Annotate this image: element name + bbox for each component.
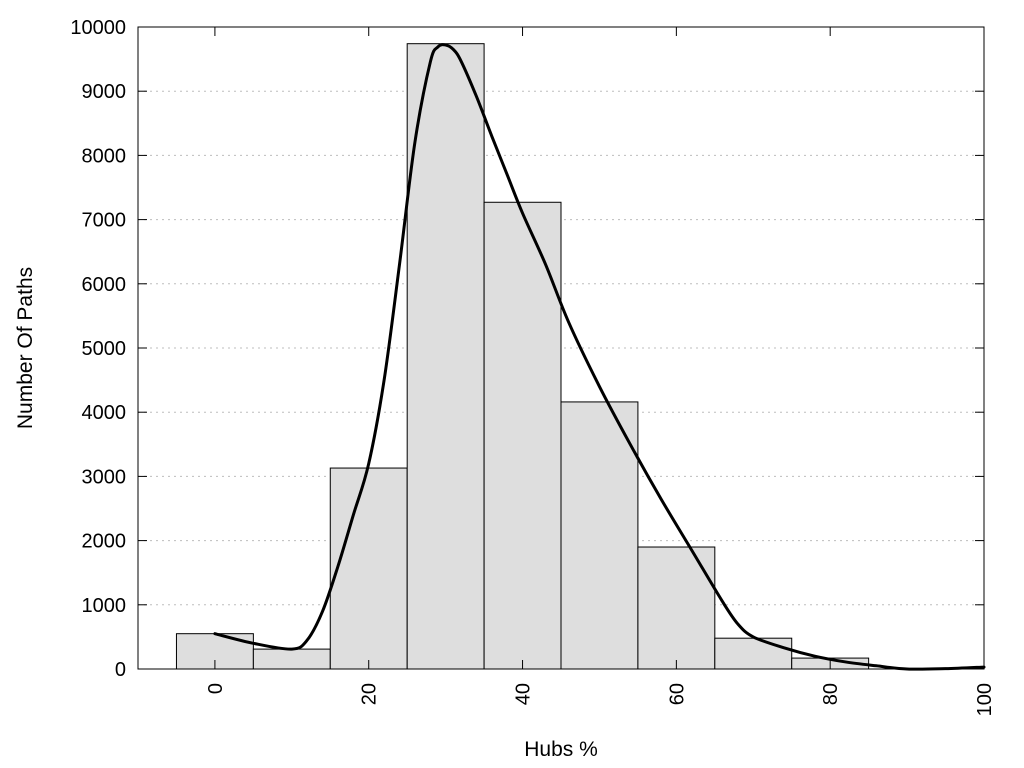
y-tick-label: 0 [115, 659, 126, 681]
x-axis-label: Hubs % [524, 738, 598, 761]
x-tick-label: 20 [359, 683, 381, 705]
histogram-bar [329, 467, 408, 670]
y-tick-label: 5000 [82, 338, 127, 360]
y-tick-label: 10000 [70, 17, 126, 39]
y-tick-label: 8000 [82, 145, 127, 167]
x-tick-label: 100 [974, 683, 996, 716]
x-tick-label: 0 [205, 683, 227, 694]
histogram-bar [714, 637, 793, 670]
histogram-bar [406, 43, 485, 670]
x-axis-ticks: 0 20 40 60 80 100 [205, 27, 996, 716]
histogram-bar [483, 201, 562, 670]
y-axis-ticks: 0 1000 2000 3000 4000 5000 6000 7000 8000 9000 100… [70, 17, 984, 681]
x-tick-label: 60 [666, 683, 688, 705]
y-tick-label: 2000 [82, 531, 127, 553]
y-tick-label: 9000 [82, 81, 127, 103]
y-tick-label: 3000 [82, 466, 127, 488]
histogram-bars [175, 43, 870, 670]
histogram-bar [637, 546, 716, 670]
x-tick-label: 80 [820, 683, 842, 705]
y-axis-label: Number Of Paths [14, 267, 37, 429]
y-tick-label: 6000 [82, 274, 127, 296]
histogram-bar [560, 401, 639, 670]
y-tick-label: 7000 [82, 210, 127, 232]
histogram-bar [252, 648, 331, 670]
y-tick-label: 4000 [82, 402, 127, 424]
density-curve [213, 43, 986, 671]
x-tick-label: 40 [513, 683, 535, 705]
y-tick-label: 1000 [82, 595, 127, 617]
